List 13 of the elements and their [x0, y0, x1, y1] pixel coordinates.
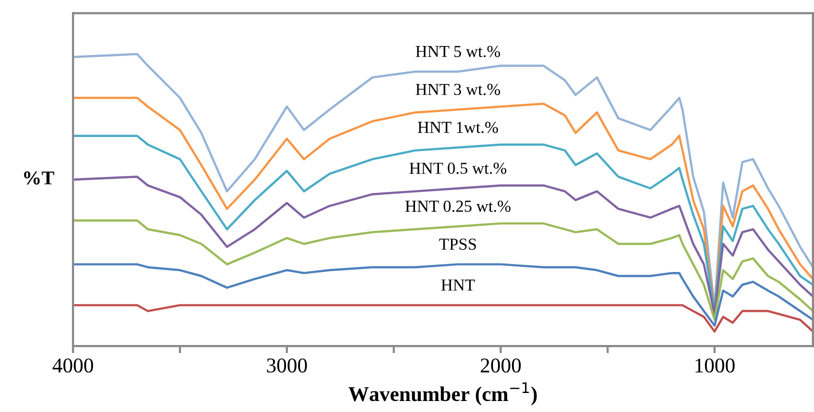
series-label: TPSS — [439, 238, 476, 250]
x-tick-label: 3000 — [267, 358, 307, 373]
y-axis-title: %T — [24, 171, 54, 185]
x-axis-title: Wavenumber (cm$^{−1}$) — [348, 382, 537, 406]
series-label: HNT 0.5 wt.% — [410, 162, 506, 174]
series-label: HNT 5 wt.% — [416, 46, 500, 58]
x-tick-label: 2000 — [480, 358, 521, 373]
series-label: HNT — [441, 280, 475, 291]
series-label: HNT 3 wt.% — [416, 84, 500, 96]
x-tick-label: 4000 — [52, 358, 94, 373]
x-tick-label: 1000 — [696, 358, 735, 373]
series-label: HNT 0.25 wt.% — [405, 200, 510, 212]
series-label: HNT 1wt.% — [418, 122, 498, 134]
